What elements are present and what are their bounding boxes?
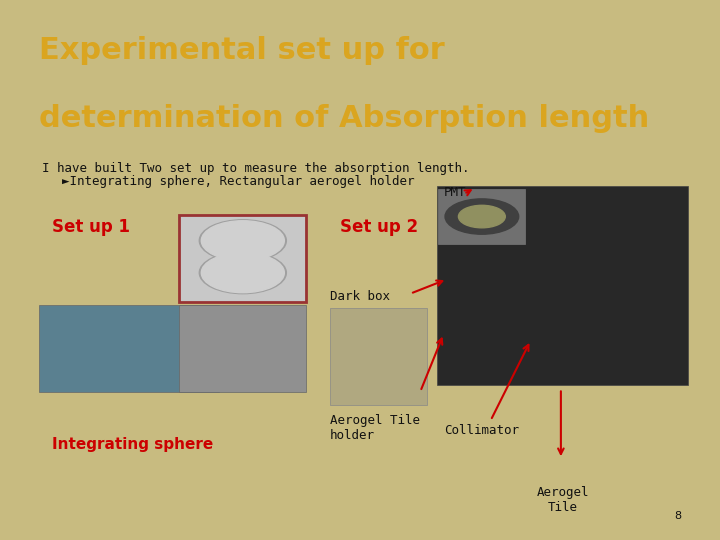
- Text: Aerogel
Tile: Aerogel Tile: [537, 486, 589, 514]
- Circle shape: [199, 220, 287, 261]
- Text: Aerogel Tile
holder: Aerogel Tile holder: [330, 414, 420, 442]
- Text: Collimator: Collimator: [444, 424, 518, 437]
- Bar: [330, 308, 427, 404]
- Text: Experimental set up for: Experimental set up for: [39, 36, 444, 65]
- Bar: [437, 186, 688, 385]
- Bar: [438, 189, 526, 244]
- Circle shape: [199, 252, 287, 294]
- Text: PMT: PMT: [444, 186, 467, 199]
- Bar: [39, 305, 220, 392]
- Text: Set up 1: Set up 1: [52, 218, 130, 236]
- Circle shape: [459, 205, 505, 228]
- Circle shape: [202, 253, 284, 293]
- Text: ►Integrating sphere, Rectangular aerogel holder: ►Integrating sphere, Rectangular aerogel…: [62, 175, 415, 188]
- Text: Set up 2: Set up 2: [340, 218, 418, 236]
- Text: Dark box: Dark box: [330, 291, 390, 303]
- Bar: [179, 305, 307, 392]
- Circle shape: [202, 221, 284, 261]
- Text: Integrating sphere: Integrating sphere: [52, 437, 213, 451]
- Bar: [179, 215, 307, 302]
- Text: I have built Two set up to measure the absorption length.: I have built Two set up to measure the a…: [42, 162, 469, 175]
- Text: 8: 8: [675, 511, 681, 521]
- Circle shape: [445, 199, 518, 234]
- Text: determination of Absorption length: determination of Absorption length: [39, 104, 649, 133]
